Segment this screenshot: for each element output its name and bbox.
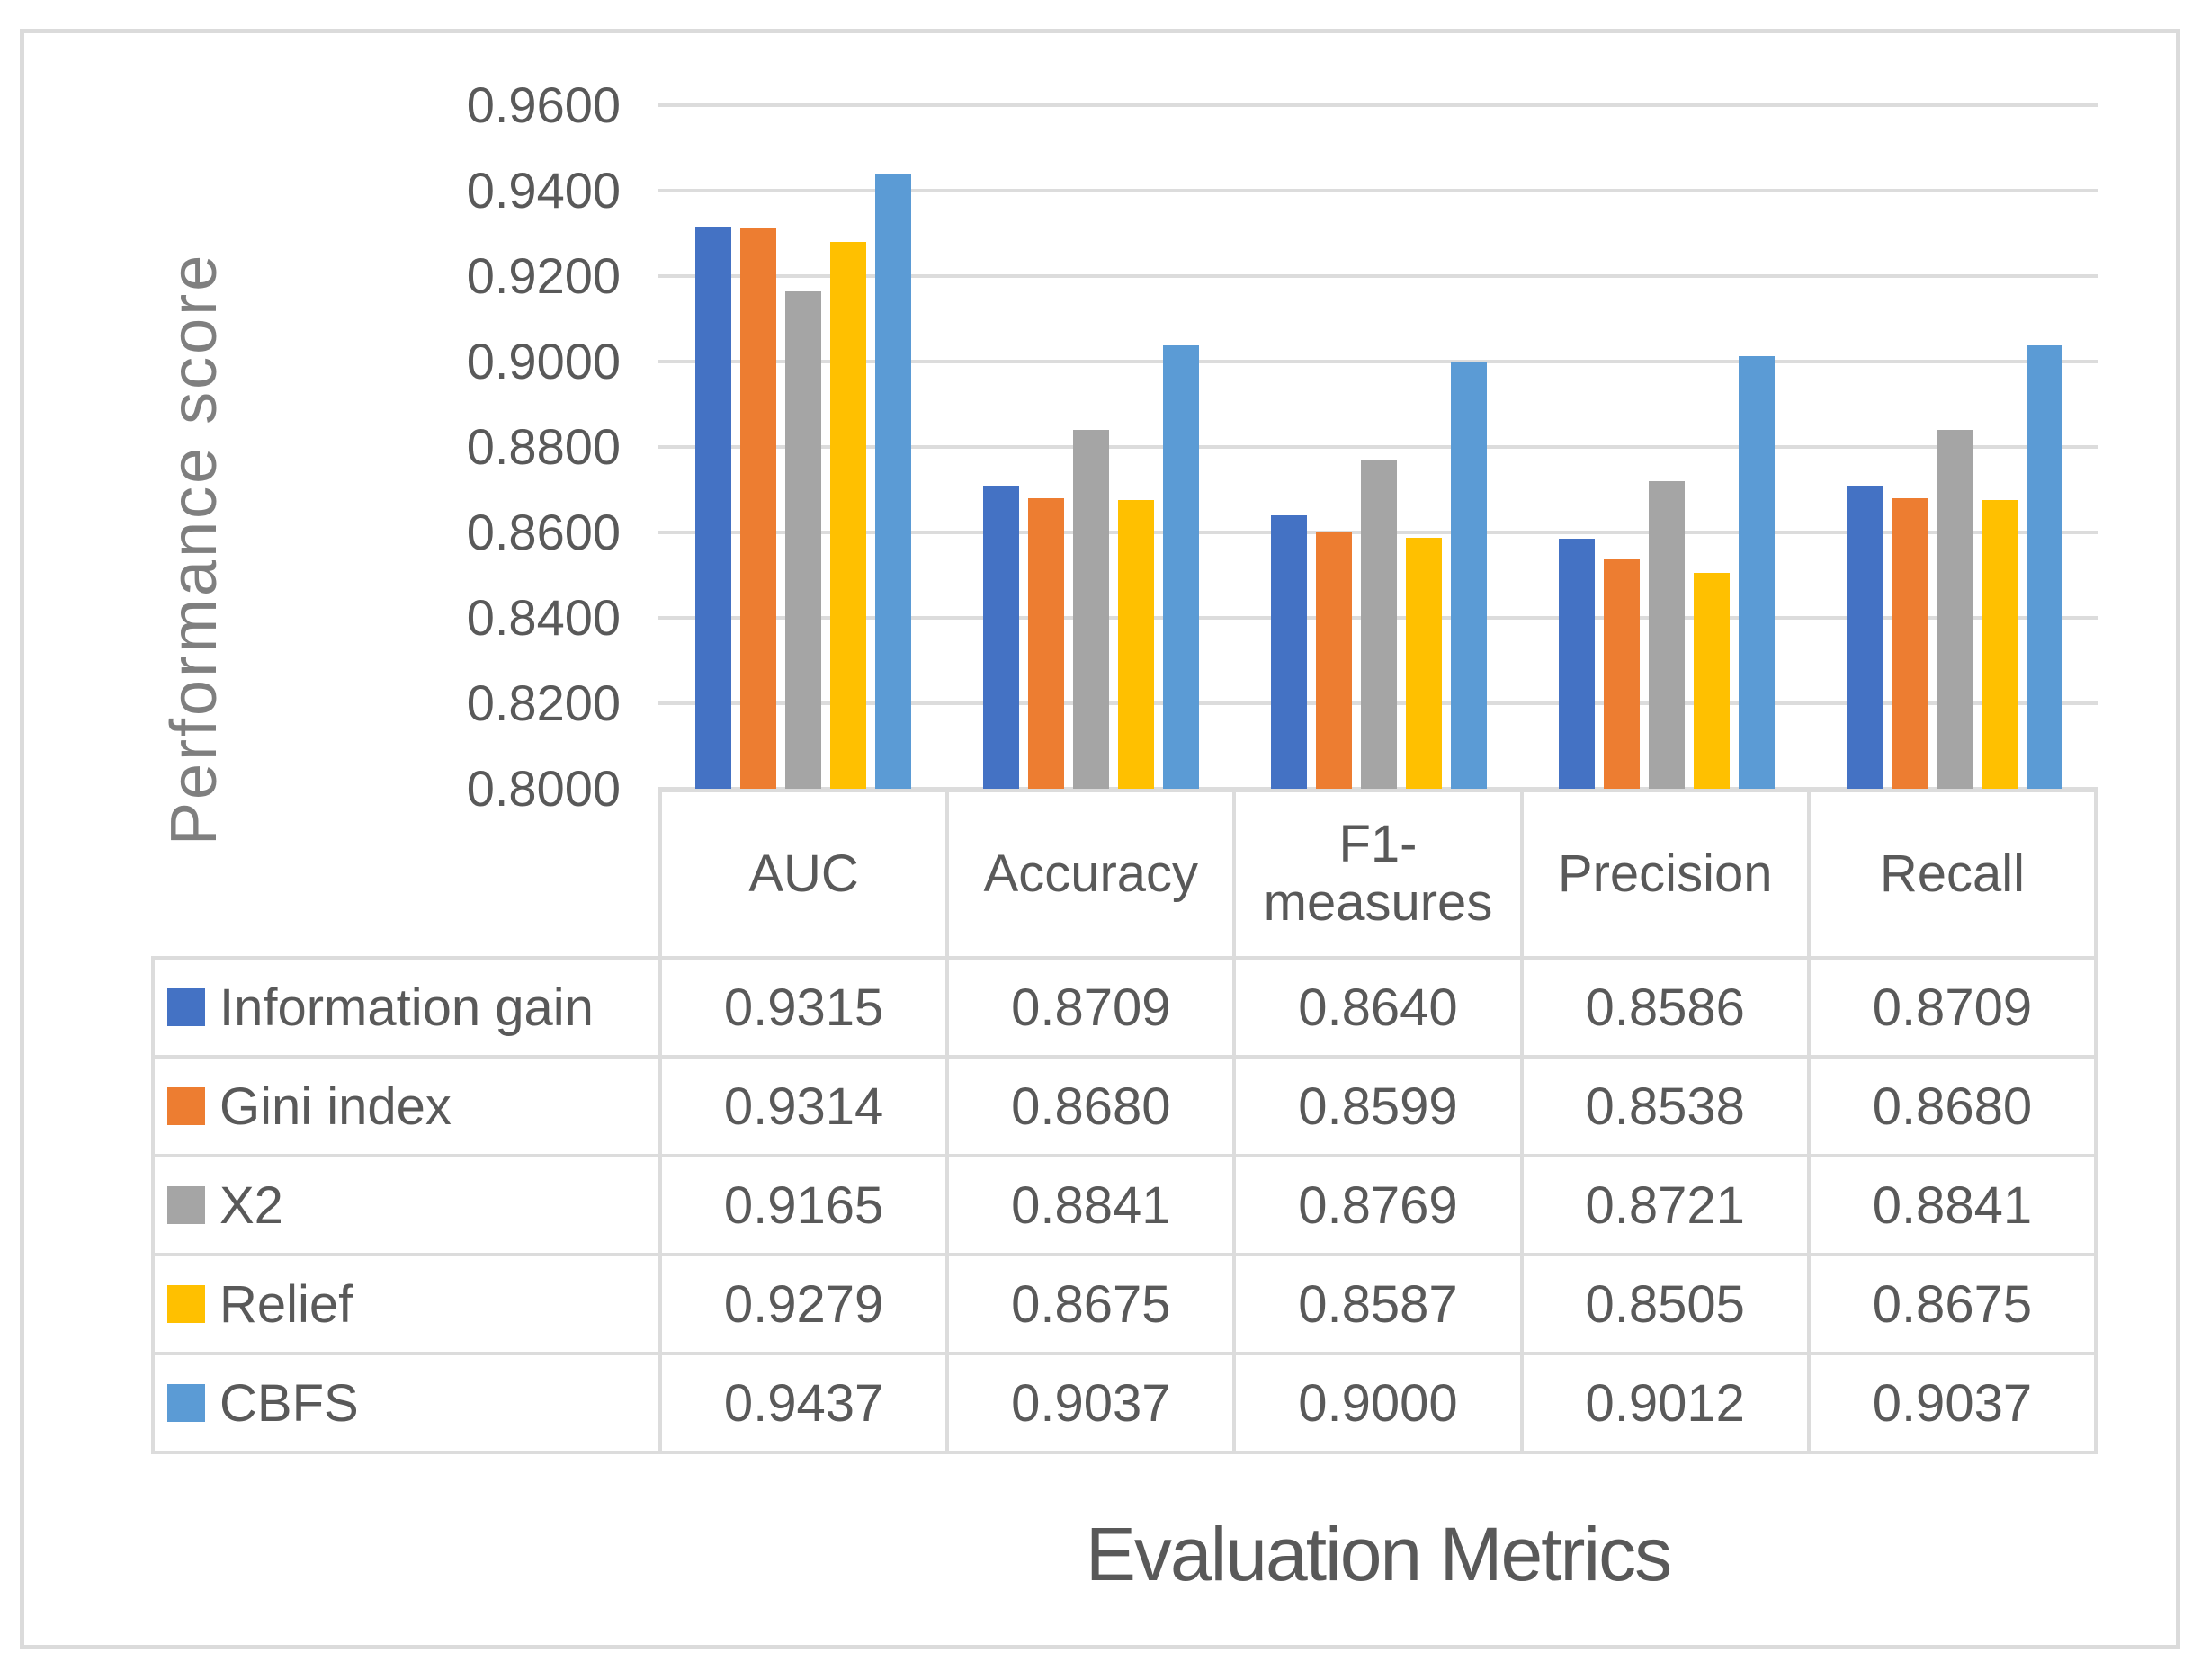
table-header-accuracy: Accuracy	[949, 792, 1233, 956]
y-tick-label: 0.9600	[466, 76, 621, 133]
table-header-auc: AUC	[662, 792, 946, 956]
gridline-0.9600	[658, 103, 2098, 107]
bar-relief-f1-measures	[1406, 538, 1442, 789]
table-header-recall: Recall	[1810, 792, 2094, 956]
bar-gini-index-f1-measures	[1316, 532, 1352, 789]
table-value-x2-accuracy: 0.8841	[949, 1157, 1233, 1253]
bar-cbfs-recall	[2027, 345, 2062, 789]
series-name: Information gain	[219, 978, 594, 1037]
table-value-cbfs-precision: 0.9012	[1523, 1355, 1807, 1451]
table-row-label-cbfs: CBFS	[155, 1355, 658, 1451]
series-name: Gini index	[219, 1077, 452, 1136]
table-row-label-relief: Relief	[155, 1256, 658, 1352]
bar-information-gain-f1-measures	[1271, 515, 1307, 789]
bar-x2-auc	[785, 291, 821, 789]
bar-relief-accuracy	[1118, 500, 1154, 789]
bar-relief-recall	[1982, 500, 2018, 789]
table-value-cbfs-auc: 0.9437	[662, 1355, 946, 1451]
bar-relief-auc	[830, 242, 866, 789]
table-value-information-gain-recall: 0.8709	[1810, 960, 2094, 1055]
bar-gini-index-auc	[740, 228, 776, 789]
gridline-0.8800	[658, 445, 2098, 449]
y-tick-label: 0.8000	[466, 760, 621, 817]
bar-relief-precision	[1694, 573, 1730, 789]
bar-x2-f1-measures	[1361, 460, 1397, 789]
bar-information-gain-accuracy	[983, 486, 1019, 789]
table-value-x2-auc: 0.9165	[662, 1157, 946, 1253]
table-value-information-gain-accuracy: 0.8709	[949, 960, 1233, 1055]
gridline-0.9400	[658, 189, 2098, 192]
table-value-information-gain-auc: 0.9315	[662, 960, 946, 1055]
bar-cbfs-precision	[1739, 356, 1775, 789]
table-value-relief-accuracy: 0.8675	[949, 1256, 1233, 1352]
bar-gini-index-accuracy	[1028, 498, 1064, 789]
table-value-relief-auc: 0.9279	[662, 1256, 946, 1352]
y-tick-label: 0.9400	[466, 162, 621, 219]
bar-information-gain-recall	[1847, 486, 1883, 789]
legend-key-icon	[167, 988, 205, 1026]
table-header-precision: Precision	[1523, 792, 1807, 956]
y-axis-title: Performance score	[158, 252, 230, 845]
bar-x2-precision	[1649, 481, 1685, 789]
gridline-0.9000	[658, 360, 2098, 363]
table-value-x2-recall: 0.8841	[1810, 1157, 2094, 1253]
table-value-relief-precision: 0.8505	[1523, 1256, 1807, 1352]
bar-gini-index-recall	[1892, 498, 1928, 789]
table-value-information-gain-f1-measures: 0.8640	[1236, 960, 1520, 1055]
table-value-gini-index-precision: 0.8538	[1523, 1059, 1807, 1154]
data-table-body: Information gain 0.9315 0.8709 0.8640 0.8586…	[151, 956, 2098, 1454]
bar-x2-recall	[1937, 430, 1973, 789]
table-value-relief-recall: 0.8675	[1810, 1256, 2094, 1352]
bar-gini-index-precision	[1604, 559, 1640, 789]
data-table-header-row: AUC Accuracy F1- measures Precision Recall	[658, 789, 2098, 960]
table-row-label-x2: X2	[155, 1157, 658, 1253]
table-value-gini-index-auc: 0.9314	[662, 1059, 946, 1154]
table-value-cbfs-accuracy: 0.9037	[949, 1355, 1233, 1451]
y-tick-label: 0.8400	[466, 589, 621, 646]
gridline-0.9200	[658, 274, 2098, 278]
series-name: CBFS	[219, 1373, 359, 1433]
bar-information-gain-precision	[1559, 539, 1595, 789]
y-tick-label: 0.9200	[466, 247, 621, 304]
series-name: Relief	[219, 1274, 353, 1334]
y-tick-label: 0.9000	[466, 333, 621, 389]
bar-information-gain-auc	[695, 227, 731, 789]
bar-cbfs-auc	[875, 174, 911, 789]
table-header-f1-measures: F1- measures	[1236, 792, 1520, 956]
legend-key-icon	[167, 1087, 205, 1125]
x-axis-title: Evaluation Metrics	[1085, 1512, 1672, 1596]
y-tick-label: 0.8600	[466, 504, 621, 560]
table-value-x2-precision: 0.8721	[1523, 1157, 1807, 1253]
table-value-relief-f1-measures: 0.8587	[1236, 1256, 1520, 1352]
table-value-gini-index-f1-measures: 0.8599	[1236, 1059, 1520, 1154]
legend-key-icon	[167, 1384, 205, 1422]
table-value-gini-index-recall: 0.8680	[1810, 1059, 2094, 1154]
table-value-x2-f1-measures: 0.8769	[1236, 1157, 1520, 1253]
table-value-cbfs-f1-measures: 0.9000	[1236, 1355, 1520, 1451]
table-row-label-information-gain: Information gain	[155, 960, 658, 1055]
y-tick-label: 0.8800	[466, 418, 621, 475]
bar-cbfs-accuracy	[1163, 345, 1199, 789]
table-value-gini-index-accuracy: 0.8680	[949, 1059, 1233, 1154]
plot-area	[658, 103, 2098, 791]
y-axis-tick-labels: 0.8000 0.8200 0.8400 0.8600 0.8800 0.9000 0.92…	[342, 80, 621, 814]
series-name: X2	[219, 1175, 283, 1235]
table-value-cbfs-recall: 0.9037	[1810, 1355, 2094, 1451]
y-tick-label: 0.8200	[466, 675, 621, 731]
legend-key-icon	[167, 1285, 205, 1323]
bar-x2-accuracy	[1073, 430, 1109, 789]
table-value-information-gain-precision: 0.8586	[1523, 960, 1807, 1055]
bar-cbfs-f1-measures	[1451, 362, 1487, 789]
legend-key-icon	[167, 1186, 205, 1224]
table-row-label-gini-index: Gini index	[155, 1059, 658, 1154]
